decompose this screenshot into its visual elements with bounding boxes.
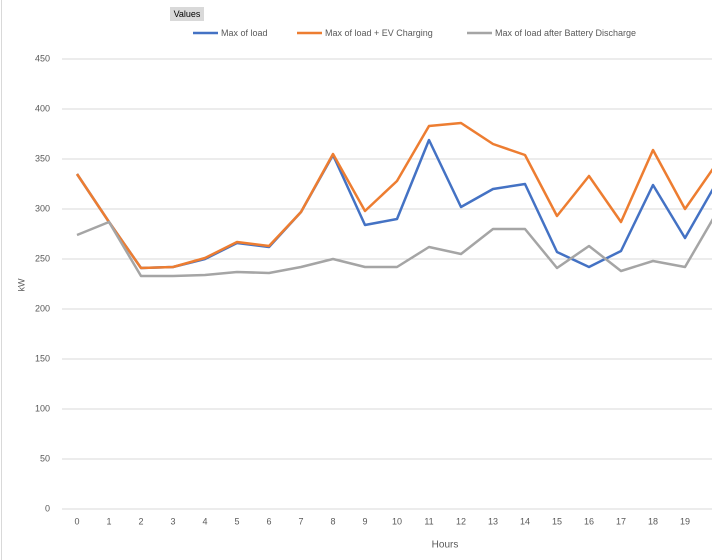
x-tick-label: 17 [616, 516, 626, 526]
y-tick-label: 250 [35, 253, 50, 263]
x-tick-label: 16 [584, 516, 594, 526]
x-tick-label: 10 [392, 516, 402, 526]
x-tick-label: 2 [138, 516, 143, 526]
x-tick-label: 5 [234, 516, 239, 526]
legend-label: Max of load + EV Charging [325, 28, 433, 38]
y-tick-label: 450 [35, 53, 50, 63]
x-tick-label: 3 [170, 516, 175, 526]
filter-label[interactable]: Values [174, 9, 201, 19]
x-tick-label: 0 [74, 516, 79, 526]
x-tick-label: 12 [456, 516, 466, 526]
x-tick-label: 13 [488, 516, 498, 526]
x-tick-label: 19 [680, 516, 690, 526]
x-tick-label: 6 [266, 516, 271, 526]
series-line [76, 218, 712, 278]
series-line [75, 121, 712, 270]
filter-button[interactable] [170, 7, 204, 21]
x-tick-label: 1 [106, 516, 111, 526]
y-tick-label: 100 [35, 403, 50, 413]
legend-label: Max of load after Battery Discharge [495, 28, 636, 38]
legend-label: Max of load [221, 28, 268, 38]
y-tick-label: 0 [45, 503, 50, 513]
x-tick-label: 8 [330, 516, 335, 526]
y-tick-label: 400 [35, 103, 50, 113]
y-tick-label: 300 [35, 203, 50, 213]
x-axis-label: Hours [432, 540, 459, 551]
y-tick-label: 50 [40, 453, 50, 463]
x-tick-label: 4 [202, 516, 207, 526]
y-tick-label: 350 [35, 153, 50, 163]
x-tick-label: 7 [298, 516, 303, 526]
x-tick-label: 15 [552, 516, 562, 526]
y-axis-label: kW [16, 278, 26, 292]
y-tick-label: 200 [35, 303, 50, 313]
x-tick-label: 9 [362, 516, 367, 526]
x-tick-label: 14 [520, 516, 530, 526]
x-tick-label: 18 [648, 516, 658, 526]
x-tick-label: 11 [424, 516, 433, 526]
y-tick-label: 150 [35, 353, 50, 363]
